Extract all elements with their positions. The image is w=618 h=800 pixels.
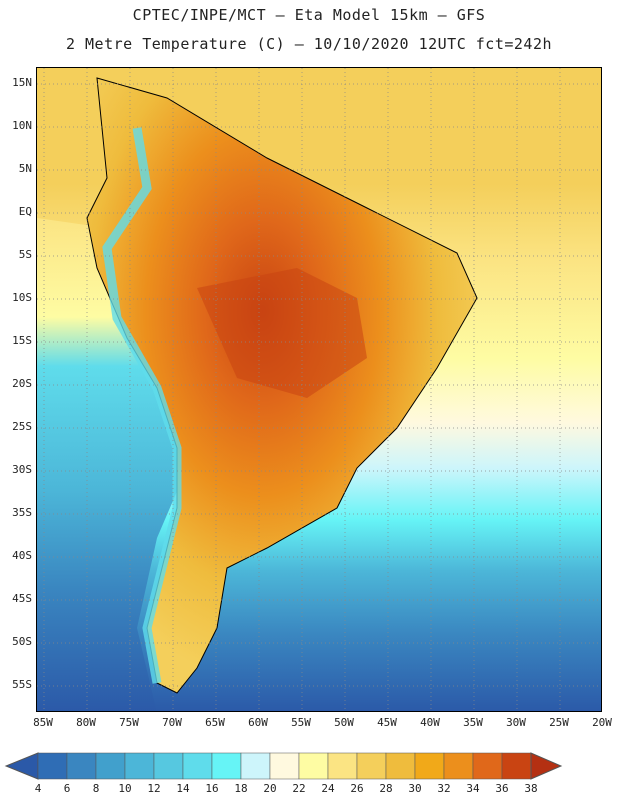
colorbar-level-label: 20	[263, 782, 277, 795]
colorbar-swatch	[298, 752, 329, 780]
lon-tick-label: 20W	[592, 716, 612, 729]
colorbar-level-label: 16	[205, 782, 219, 795]
lat-tick-label: 20S	[12, 377, 32, 390]
colorbar-level-label: 24	[321, 782, 335, 795]
lon-tick-label: 45W	[377, 716, 397, 729]
colorbar-level-label: 34	[466, 782, 480, 795]
colorbar-swatch	[124, 752, 155, 780]
lon-tick-label: 40W	[420, 716, 440, 729]
colorbar-high-arrow	[530, 752, 563, 780]
temperature-field	[37, 68, 601, 711]
lon-tick-label: 55W	[291, 716, 311, 729]
colorbar-swatch	[269, 752, 300, 780]
colorbar-swatch	[66, 752, 97, 780]
lat-tick-label: EQ	[18, 205, 32, 218]
colorbar-level-label: 6	[63, 782, 71, 795]
colorbar-swatch	[37, 752, 68, 780]
colorbar-swatch	[443, 752, 474, 780]
colorbar-swatch	[385, 752, 416, 780]
colorbar-level-label: 14	[176, 782, 190, 795]
lon-tick-label: 85W	[33, 716, 53, 729]
colorbar-level-label: 8	[92, 782, 100, 795]
lat-tick-label: 5S	[18, 248, 32, 261]
colorbar-swatch	[356, 752, 387, 780]
lat-tick-label: 55S	[12, 678, 32, 691]
lon-tick-label: 70W	[162, 716, 182, 729]
colorbar-level-label: 22	[292, 782, 306, 795]
colorbar-level-label: 32	[437, 782, 451, 795]
lat-tick-label: 10N	[12, 119, 32, 132]
colorbar-level-label: 26	[350, 782, 364, 795]
colorbar-low-arrow	[4, 752, 39, 780]
colorbar-swatch	[414, 752, 445, 780]
colorbar-swatch	[501, 752, 532, 780]
lat-tick-label: 15S	[12, 334, 32, 347]
temperature-map	[36, 67, 602, 712]
map-title: CPTEC/INPE/MCT – Eta Model 15km – GFS	[132, 6, 486, 24]
lat-tick-label: 15N	[12, 76, 32, 89]
colorbar-swatch	[153, 752, 184, 780]
colorbar-level-label: 18	[234, 782, 248, 795]
colorbar-swatch	[95, 752, 126, 780]
lon-tick-label: 35W	[463, 716, 483, 729]
lon-tick-label: 80W	[76, 716, 96, 729]
hot-core	[197, 268, 367, 398]
colorbar-level-label: 36	[495, 782, 509, 795]
lat-tick-label: 10S	[12, 291, 32, 304]
colorbar-swatch	[182, 752, 213, 780]
colorbar-swatch	[240, 752, 271, 780]
colorbar	[4, 752, 563, 780]
lat-tick-label: 25S	[12, 420, 32, 433]
colorbar-level-label: 12	[147, 782, 161, 795]
lat-tick-label: 5N	[18, 162, 32, 175]
colorbar-swatch	[472, 752, 503, 780]
lon-tick-label: 65W	[205, 716, 225, 729]
lon-tick-label: 50W	[334, 716, 354, 729]
lat-tick-label: 50S	[12, 635, 32, 648]
colorbar-level-label: 38	[524, 782, 538, 795]
lat-tick-label: 30S	[12, 463, 32, 476]
colorbar-level-label: 4	[34, 782, 42, 795]
lat-tick-label: 35S	[12, 506, 32, 519]
colorbar-level-label: 28	[379, 782, 393, 795]
map-subtitle: 2 Metre Temperature (C) – 10/10/2020 12U…	[65, 35, 553, 53]
lat-tick-label: 45S	[12, 592, 32, 605]
lon-tick-label: 60W	[248, 716, 268, 729]
lat-tick-label: 40S	[12, 549, 32, 562]
colorbar-swatch	[211, 752, 242, 780]
lon-tick-label: 25W	[549, 716, 569, 729]
andes-cold-band	[102, 127, 182, 684]
colorbar-level-label: 10	[118, 782, 132, 795]
colorbar-swatch	[327, 752, 358, 780]
colorbar-level-label: 30	[408, 782, 422, 795]
lon-tick-label: 30W	[506, 716, 526, 729]
lon-tick-label: 75W	[119, 716, 139, 729]
